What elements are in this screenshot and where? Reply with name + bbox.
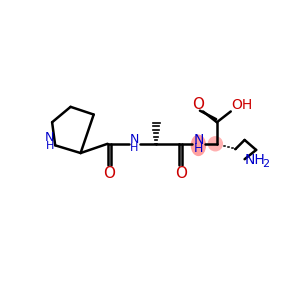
Text: H: H <box>46 141 54 151</box>
Text: N: N <box>130 133 139 146</box>
Text: O: O <box>192 97 204 112</box>
Text: NH: NH <box>245 153 266 167</box>
Text: H: H <box>130 143 139 153</box>
Ellipse shape <box>191 135 206 156</box>
Text: O: O <box>103 166 115 181</box>
Text: N: N <box>45 131 55 144</box>
Circle shape <box>208 136 223 152</box>
Text: O: O <box>175 166 187 181</box>
Text: H: H <box>194 142 203 155</box>
Text: 2: 2 <box>262 159 270 169</box>
Text: OH: OH <box>232 98 253 112</box>
Text: N: N <box>193 133 204 147</box>
